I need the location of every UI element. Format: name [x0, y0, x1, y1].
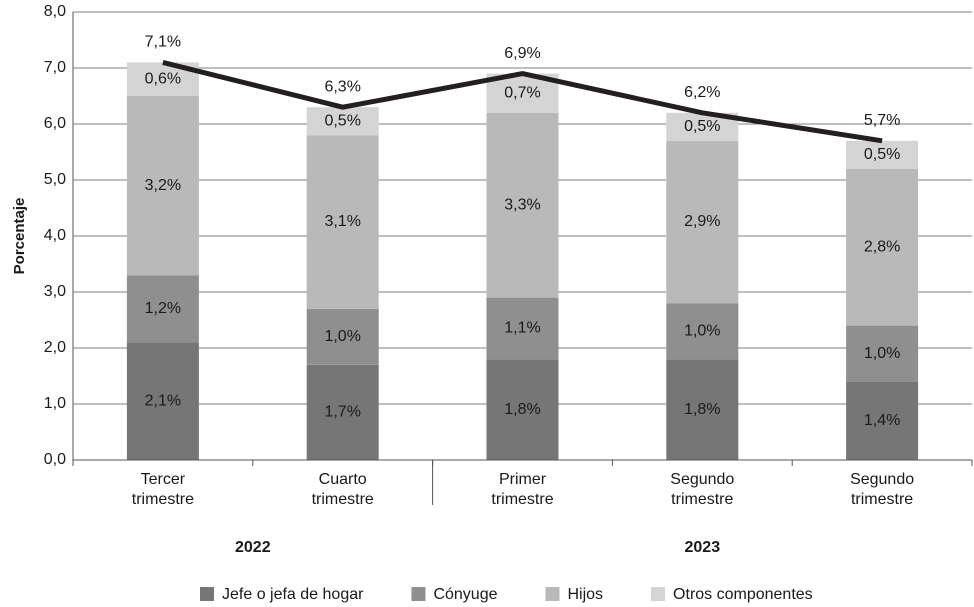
data-label: 1,4%	[864, 412, 900, 429]
total-label: 6,9%	[504, 45, 540, 62]
y-axis-label: Porcentaje	[11, 198, 28, 275]
bar-segment	[846, 381, 919, 460]
legend-label: Jefe o jefa de hogar	[222, 586, 364, 603]
x-tick-label: Cuarto trimestre	[311, 471, 374, 508]
data-label: 0,5%	[684, 118, 720, 135]
data-label: 1,0%	[684, 322, 720, 339]
bar-segment	[846, 168, 919, 326]
y-tick-label: 4,0	[44, 227, 66, 244]
total-label: 5,7%	[864, 112, 900, 129]
bar-segment	[306, 364, 379, 460]
legend-label: Hijos	[567, 586, 603, 603]
bar-segment	[486, 359, 559, 460]
data-label: 0,7%	[504, 84, 540, 101]
data-label: 1,0%	[324, 328, 360, 345]
y-tick-label: 8,0	[44, 3, 66, 20]
data-label: 0,6%	[145, 70, 181, 87]
data-label: 3,2%	[145, 177, 181, 194]
data-label: 0,5%	[864, 146, 900, 163]
group-label: 2023	[685, 539, 721, 556]
bar-segment	[666, 303, 739, 360]
data-label: 1,8%	[684, 401, 720, 418]
legend-swatch	[200, 587, 214, 601]
legend-label: Otros componentes	[673, 586, 813, 603]
x-tick-label: Segundo trimestre	[850, 471, 915, 508]
legend-swatch	[545, 587, 560, 601]
bar-segment	[666, 140, 739, 304]
bar-segment	[306, 107, 379, 136]
y-tick-label: 2,0	[44, 339, 66, 356]
data-label: 1,0%	[864, 345, 900, 362]
y-tick-label: 7,0	[44, 59, 66, 76]
bar-segment	[846, 140, 919, 169]
data-label: 1,8%	[504, 401, 540, 418]
y-tick-label: 1,0	[44, 395, 66, 412]
data-label: 0,5%	[324, 112, 360, 129]
bar-segment	[486, 297, 559, 360]
data-label: 1,1%	[504, 320, 540, 337]
total-label: 6,3%	[324, 78, 360, 95]
data-label: 2,8%	[864, 238, 900, 255]
data-label: 1,2%	[145, 300, 181, 317]
bar-segment	[486, 112, 559, 298]
legend-label: Cónyuge	[433, 586, 497, 603]
legend-swatch	[651, 587, 666, 601]
total-label: 6,2%	[684, 84, 720, 101]
total-line	[162, 59, 883, 144]
data-label: 2,9%	[684, 213, 720, 230]
y-tick-label: 6,0	[44, 115, 66, 132]
y-tick-label: 5,0	[44, 171, 66, 188]
bar-segment	[306, 308, 379, 365]
data-label: 3,3%	[504, 196, 540, 213]
data-label: 2,1%	[145, 392, 181, 409]
data-label: 3,1%	[324, 213, 360, 230]
bar-segment	[126, 275, 199, 343]
x-tick-label: Segundo trimestre	[670, 471, 735, 508]
x-tick-label: Tercer trimestre	[131, 471, 194, 508]
bar-segment	[126, 96, 199, 276]
y-tick-label: 3,0	[44, 283, 66, 300]
bar-segment	[306, 135, 379, 309]
data-label: 1,7%	[324, 404, 360, 421]
x-tick-label: Primer trimestre	[491, 471, 554, 508]
y-tick-label: 0,0	[44, 451, 66, 468]
total-label: 7,1%	[145, 34, 181, 51]
bar-segment	[666, 359, 739, 460]
legend-swatch	[411, 587, 426, 601]
bar-segment	[846, 325, 919, 382]
bar-segment	[126, 342, 199, 460]
group-label: 2022	[235, 539, 271, 556]
